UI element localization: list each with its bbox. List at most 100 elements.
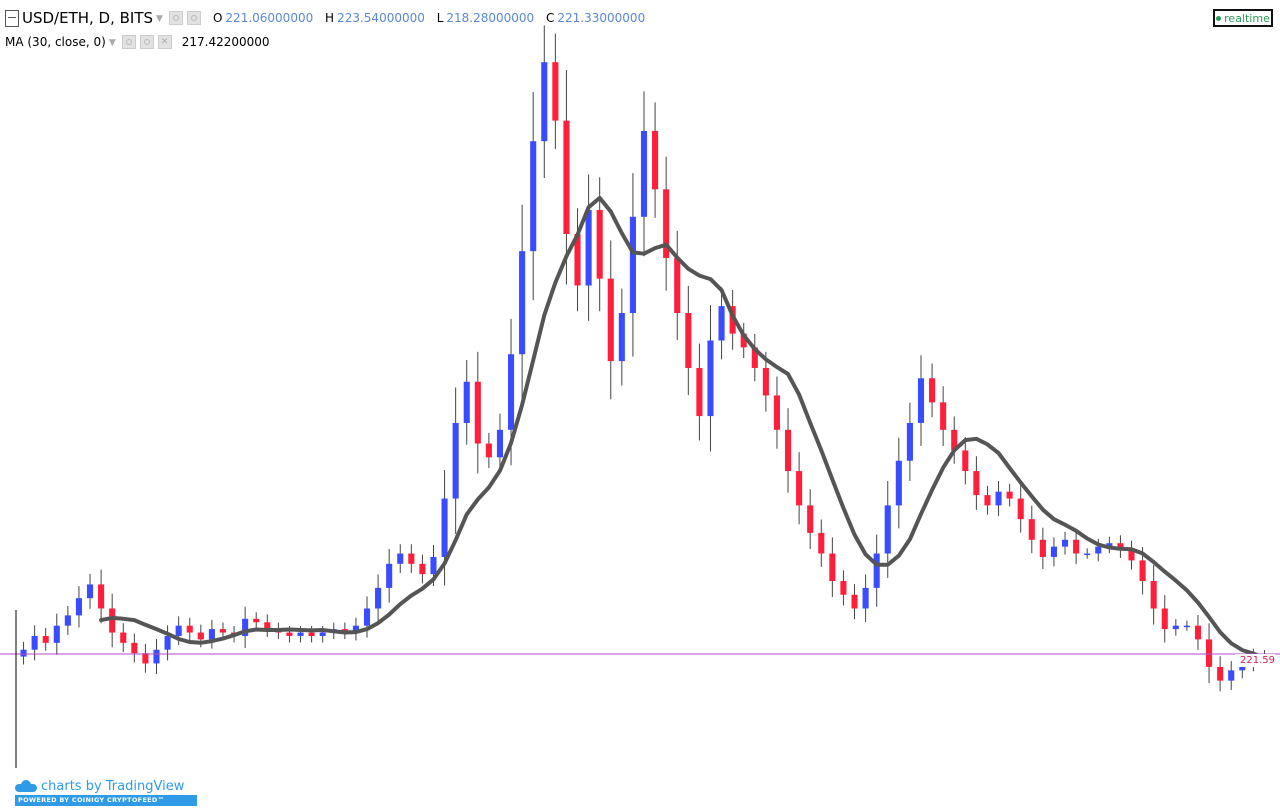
candle-body	[873, 553, 880, 588]
candle-body	[31, 635, 38, 650]
symbol-title[interactable]: USD/ETH, D, BITS	[22, 9, 154, 27]
candle-body	[352, 625, 359, 633]
candle-body	[596, 209, 603, 279]
candle-body	[109, 608, 116, 633]
candle-body	[164, 635, 171, 650]
candle-body	[1017, 498, 1024, 520]
candle-body	[563, 120, 570, 234]
ohlc-values: O 221.06000000 H 223.54000000 L 218.2800000…	[213, 11, 653, 25]
candle-body	[64, 615, 71, 626]
candle-body	[53, 625, 60, 643]
candle-body	[186, 625, 193, 633]
candle-body	[397, 553, 404, 564]
candle-body	[474, 381, 481, 444]
gear-icon[interactable]	[139, 35, 154, 49]
candle-body	[519, 251, 526, 355]
candle-body	[995, 491, 1002, 506]
candle-body	[917, 378, 925, 423]
candle-body	[1117, 543, 1124, 551]
candle-body	[829, 553, 836, 581]
candle-body	[1084, 553, 1091, 556]
indicator-legend: MA (30, close, 0) ▼ 217.42200000	[5, 33, 270, 51]
candle-body	[929, 378, 936, 403]
ohlc-close-label: C	[546, 11, 555, 25]
candle-body	[485, 443, 492, 458]
candle-body	[286, 632, 293, 636]
candle-body	[707, 340, 714, 417]
candle-body	[674, 258, 681, 313]
tradingview-logo-icon	[15, 780, 37, 792]
indicator-value: 217.42200000	[181, 35, 270, 49]
candle-body	[663, 189, 670, 259]
candle-body	[773, 395, 781, 430]
moving-average-line	[99, 195, 1267, 660]
candle-body	[142, 653, 149, 664]
candle-body	[430, 556, 437, 575]
candle-body	[463, 381, 470, 423]
candle-body	[640, 130, 648, 217]
candle-body	[1050, 546, 1057, 557]
candle-body	[219, 629, 227, 633]
chevron-down-icon[interactable]: ▼	[108, 38, 116, 48]
candle-body	[175, 625, 182, 636]
candle-body	[607, 278, 614, 362]
candle-body	[441, 498, 448, 557]
candle-body	[1061, 539, 1069, 547]
candle-body	[1106, 543, 1113, 547]
candle-body	[319, 632, 326, 636]
candle-body	[1150, 581, 1157, 609]
realtime-badge: realtime	[1213, 9, 1273, 27]
candle-body	[20, 649, 27, 657]
candle-body	[153, 649, 160, 664]
candle-body	[131, 642, 138, 654]
candle-body	[1073, 539, 1080, 554]
ohlc-low-value: 218.28000000	[446, 11, 535, 25]
candle-body	[784, 429, 792, 472]
candle-body	[862, 587, 869, 609]
gear-icon[interactable]	[186, 11, 201, 25]
ohlc-high-label: H	[325, 11, 335, 25]
ohlc-open-label: O	[212, 11, 223, 25]
branding[interactable]: charts by TradingView POWERED BY COINIGY…	[15, 778, 197, 808]
candle-body	[685, 313, 692, 368]
candle-body	[297, 632, 304, 636]
candle-body	[253, 618, 260, 623]
candle-body	[408, 553, 415, 564]
ohlc-high-value: 223.54000000	[337, 11, 425, 25]
candle-body	[1128, 550, 1135, 561]
eye-icon[interactable]	[168, 11, 183, 25]
candle-body	[585, 209, 592, 286]
candle-body	[740, 333, 747, 348]
close-icon[interactable]	[157, 35, 172, 49]
candle-body	[984, 495, 991, 506]
candle-body	[629, 216, 636, 313]
candle-wicks	[23, 25, 1265, 692]
candle-body	[1194, 625, 1202, 640]
candle-body	[242, 618, 249, 636]
candle-body	[75, 598, 82, 616]
candle-body	[541, 62, 548, 142]
indicator-label[interactable]: MA (30, close, 0)	[5, 35, 106, 49]
candle-body	[751, 347, 758, 368]
candle-body	[1183, 625, 1190, 628]
candle-body	[552, 62, 559, 121]
candle-body	[1206, 639, 1213, 667]
symbol-icon[interactable]	[5, 9, 19, 27]
candle-body	[1006, 491, 1013, 499]
candle-body	[1161, 608, 1168, 630]
candle-body	[120, 632, 127, 643]
candle-body	[530, 141, 537, 252]
powered-by-banner: POWERED BY COINIGY CRYPTOFEED™	[15, 795, 197, 806]
branding-text[interactable]: charts by TradingView	[41, 778, 185, 794]
candle-body	[375, 587, 382, 609]
candle-body	[895, 460, 902, 506]
candle-body	[851, 594, 858, 609]
chevron-down-icon[interactable]: ▼	[156, 14, 163, 24]
candle-body	[1139, 560, 1146, 581]
candle-body	[1172, 625, 1179, 630]
eye-icon[interactable]	[121, 35, 136, 49]
candle-body	[951, 429, 958, 451]
candle-body	[507, 354, 515, 430]
candle-body	[1217, 666, 1224, 681]
